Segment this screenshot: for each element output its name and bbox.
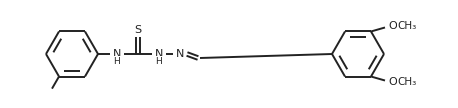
Text: CH₃: CH₃ xyxy=(398,21,417,32)
Text: N: N xyxy=(155,49,163,59)
Text: N: N xyxy=(176,49,184,59)
Text: CH₃: CH₃ xyxy=(398,76,417,87)
Text: N: N xyxy=(113,49,121,59)
Text: O: O xyxy=(389,76,398,87)
Text: S: S xyxy=(135,25,142,35)
Text: H: H xyxy=(156,56,163,65)
Text: O: O xyxy=(389,21,398,32)
Text: H: H xyxy=(114,56,120,65)
